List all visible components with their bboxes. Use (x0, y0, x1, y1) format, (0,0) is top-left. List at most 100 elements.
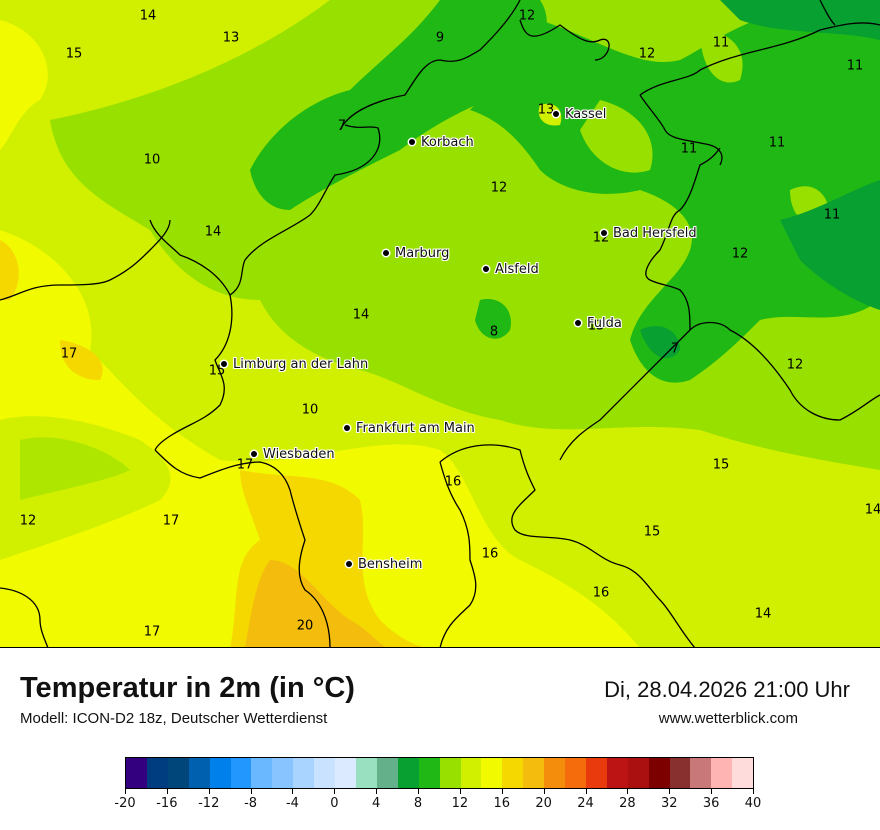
colorbar-bin (126, 758, 147, 788)
city-label: Bad Hersfeld (613, 226, 697, 241)
colorbar-bin (188, 758, 210, 788)
temperature-value: 15 (208, 363, 226, 379)
temperature-value: 10 (301, 402, 319, 418)
temperature-value: 12 (731, 246, 749, 262)
colorbar-tick-label: 28 (619, 796, 636, 811)
colorbar-tick-label: -8 (244, 796, 258, 811)
city-marker: Korbach (409, 136, 474, 149)
colorbar-bin (523, 758, 545, 788)
city-dot-icon (346, 560, 352, 567)
colorbar-bin (335, 758, 356, 788)
city-marker: Bad Hersfeld (601, 227, 697, 240)
colorbar-tick-mark (418, 789, 420, 794)
colorbar-tick-mark (208, 789, 210, 794)
temperature-value: 15 (65, 46, 83, 62)
colorbar-bin (565, 758, 586, 788)
temperature-value: 16 (481, 546, 499, 562)
colorbar (125, 757, 754, 789)
city-label: Korbach (421, 135, 474, 150)
temperature-value: 11 (823, 207, 841, 223)
colorbar-bin (397, 758, 419, 788)
temperature-value: 16 (444, 474, 462, 490)
colorbar-tick-mark (250, 789, 252, 794)
colorbar-bin (376, 758, 398, 788)
colorbar-tick-mark (334, 789, 336, 794)
colorbar-bin (439, 758, 461, 788)
temperature-value: 11 (768, 135, 786, 151)
city-label: Bensheim (358, 557, 423, 572)
temperature-value: 14 (139, 8, 157, 24)
colorbar-tick-label: -20 (114, 796, 136, 811)
city-label: Frankfurt am Main (356, 421, 475, 436)
temperature-field (0, 0, 880, 647)
valid-datetime: Di, 28.04.2026 21:00 Uhr (604, 677, 850, 702)
colorbar-tick-mark (753, 789, 754, 794)
temperature-value: 12 (490, 180, 508, 196)
colorbar-tick-mark (166, 789, 168, 794)
colorbar-tick-label: 8 (413, 796, 423, 811)
temperature-value: 7 (337, 118, 347, 134)
temperature-value: 13 (537, 102, 555, 118)
colorbar-tick-label: 0 (330, 796, 339, 811)
colorbar-bin (355, 758, 377, 788)
temperature-value: 17 (236, 457, 254, 473)
city-dot-icon (483, 265, 489, 272)
city-label: Kassel (565, 107, 607, 122)
colorbar-tick-label: 4 (372, 796, 381, 811)
colorbar-bin (502, 758, 524, 788)
colorbar-tick-label: -16 (156, 796, 178, 811)
colorbar-bin (648, 758, 670, 788)
temperature-value: 14 (864, 502, 880, 518)
temperature-value: 12 (786, 357, 804, 373)
city-dot-icon (251, 450, 257, 457)
city-dot-icon (553, 110, 559, 117)
colorbar-bin (418, 758, 440, 788)
colorbar-tick-mark (376, 789, 378, 794)
colorbar-bin (272, 758, 294, 788)
temperature-value: 7 (670, 341, 680, 357)
colorbar-ticks: -20 -16 -12 -8 -4 0 4 8 12 16 20 24 28 32 36 40 (114, 789, 761, 819)
city-label: Limburg an der Lahn (233, 357, 369, 372)
temperature-value: 17 (143, 624, 161, 640)
colorbar-tick-mark (543, 789, 545, 794)
colorbar-bin (732, 758, 754, 788)
temperature-value: 11 (846, 58, 864, 74)
city-dot-icon (601, 229, 607, 236)
temperature-value: 17 (162, 513, 180, 529)
temperature-value: 10 (143, 152, 161, 168)
temperature-value: 8 (489, 324, 499, 340)
temperature-value: 16 (592, 585, 610, 601)
city-dot-icon (344, 424, 350, 431)
temperature-value: 14 (204, 224, 222, 240)
city-label: Marburg (395, 246, 450, 261)
city-dot-icon (221, 360, 227, 367)
city-marker: Limburg an der Lahn (221, 358, 368, 371)
chart-title: Temperatur in 2m (in °C) (20, 672, 355, 704)
colorbar-bin (481, 758, 503, 788)
colorbar-tick-mark (459, 789, 461, 794)
city-marker: Marburg (383, 247, 449, 260)
temperature-value: 13 (222, 30, 240, 46)
city-marker: Kassel (553, 108, 606, 121)
model-source: Modell: ICON-D2 18z, Deutscher Wetterdie… (20, 710, 328, 727)
colorbar-bin (293, 758, 315, 788)
city-marker: Alsfeld (483, 263, 539, 276)
temperature-value: 11 (680, 141, 698, 157)
colorbar-tick-mark (627, 789, 629, 794)
temperature-value: 15 (712, 457, 730, 473)
city-dot-icon (575, 319, 581, 326)
colorbar-tick-label: 40 (744, 796, 762, 811)
colorbar-bin (209, 758, 231, 788)
temperature-value: 13 (587, 318, 605, 334)
temperature-value: 12 (19, 513, 37, 529)
city-dot-icon (383, 249, 389, 256)
colorbar-bin (251, 758, 273, 788)
colorbar-tick-mark (125, 789, 126, 794)
colorbar-tick-label: -12 (198, 796, 220, 811)
colorbar-tick-label: -4 (285, 796, 299, 811)
website-link[interactable]: www.wetterblick.com (658, 710, 798, 727)
colorbar-tick-mark (711, 789, 713, 794)
temperature-value: 17 (60, 346, 78, 362)
temperature-value: 12 (638, 46, 656, 62)
city-label: Alsfeld (495, 262, 539, 277)
